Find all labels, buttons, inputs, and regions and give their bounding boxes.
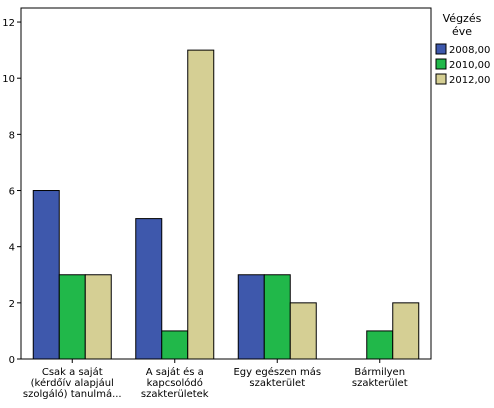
x-category-label: A saját és a	[146, 366, 204, 378]
x-category-label: (kérdőív alapjául	[31, 377, 114, 389]
bar-2012-00-3	[392, 302, 420, 360]
y-tick-label: 4	[9, 243, 15, 254]
legend-entry-label: 2008,00	[449, 45, 490, 56]
legend-entry-label: 2012,00	[449, 75, 490, 86]
bar-2010-00-1	[161, 330, 189, 360]
legend-swatch	[435, 58, 447, 70]
bar-2008-00-1	[135, 218, 163, 360]
x-category-label: Csak a saját	[42, 366, 103, 378]
y-tick-label: 6	[9, 187, 15, 198]
y-tick-label: 2	[9, 299, 15, 310]
y-tick-label: 12	[2, 18, 15, 29]
bar-2012-00-0	[84, 274, 112, 360]
legend-swatch	[435, 73, 447, 85]
y-tick-label: 8	[9, 130, 15, 141]
legend-entry-label: 2010,00	[449, 60, 490, 71]
bar-2012-00-2	[289, 302, 317, 360]
legend-title: éve	[452, 25, 472, 38]
x-category-label: Bármilyen	[354, 366, 405, 378]
bar-2012-00-1	[187, 49, 215, 360]
x-category-label: szakterület	[352, 378, 408, 389]
x-category-label: Egy egészen más	[233, 366, 321, 378]
y-tick-label: 0	[9, 355, 15, 366]
y-axis: 0 2 4 6 8 10 12	[2, 18, 21, 366]
bar-2010-00-3	[366, 330, 394, 360]
x-category-label: szolgáló) tanulmá...	[23, 388, 122, 400]
bar-2008-00-0	[32, 190, 60, 360]
legend-swatch	[435, 43, 447, 55]
bar-2008-00-2	[237, 274, 265, 360]
x-category-label: szakterületek	[141, 389, 209, 400]
x-category-label: kapcsolódó	[147, 377, 203, 389]
bar-2010-00-0	[58, 274, 86, 360]
bars-layer	[32, 49, 420, 360]
y-tick-label: 10	[2, 74, 15, 85]
x-category-label: szakterület	[249, 378, 305, 389]
legend-title: Végzés	[443, 12, 482, 25]
bar-2010-00-2	[263, 274, 291, 360]
